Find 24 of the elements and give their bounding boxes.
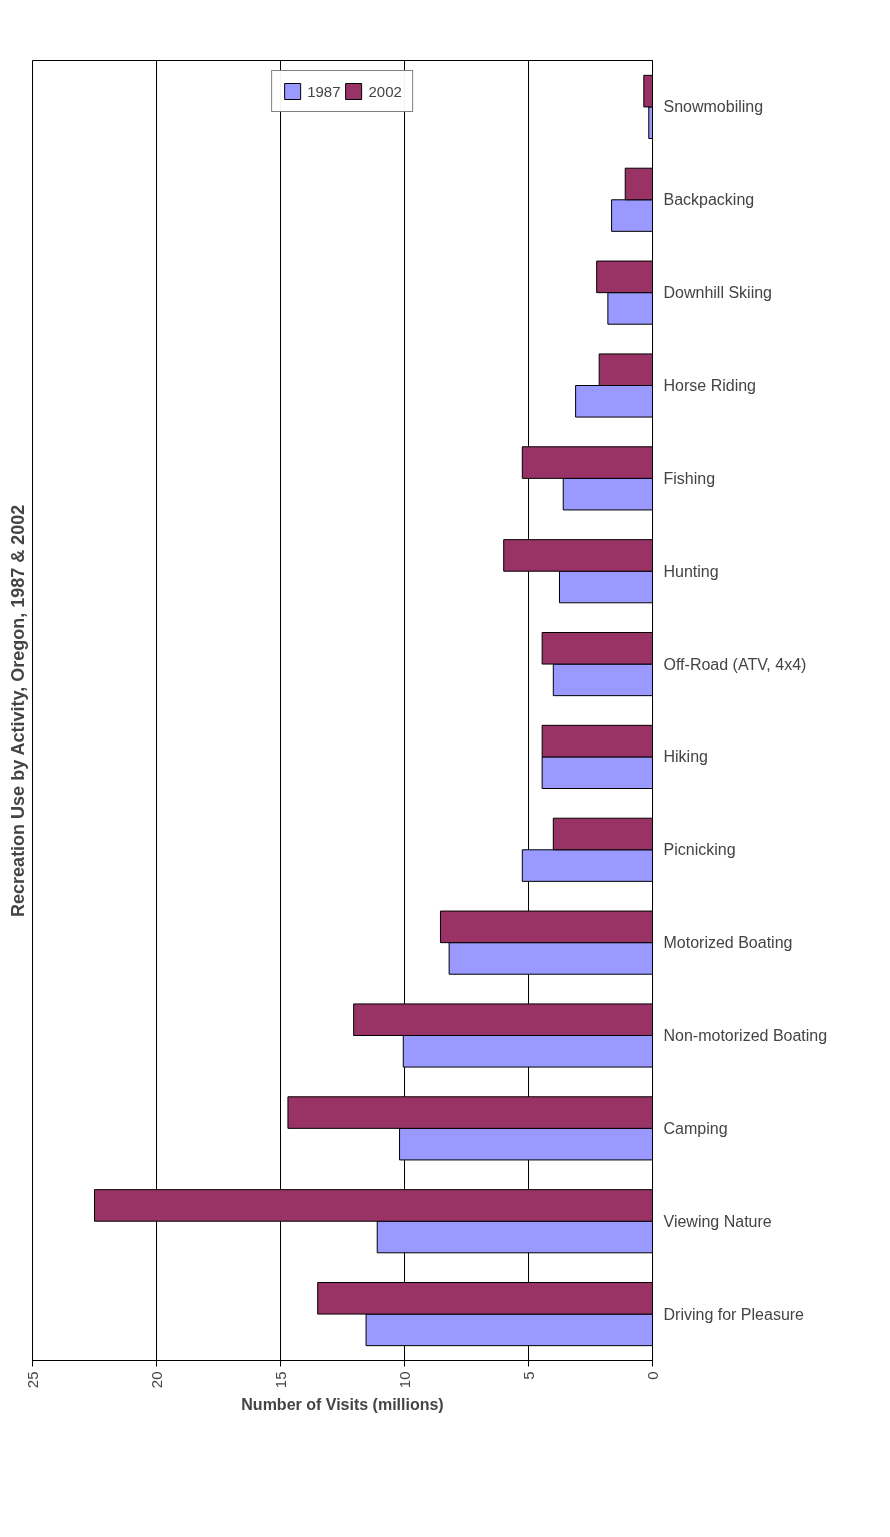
y-tick-label: Fishing xyxy=(663,469,716,487)
y-tick-label: Camping xyxy=(663,1119,728,1137)
y-tick-label: Off-Road (ATV, 4x4) xyxy=(663,655,807,673)
x-axis-title: Number of Visits (millions) xyxy=(241,1396,444,1414)
x-tick-label: 0 xyxy=(643,1371,661,1380)
y-tick-label: Driving for Pleasure xyxy=(663,1305,805,1323)
legend-label: 1987 xyxy=(307,82,341,100)
y-tick-label: Backpacking xyxy=(663,191,755,209)
x-tick-label: 20 xyxy=(147,1371,165,1389)
y-tick-label: Picnicking xyxy=(663,841,736,859)
y-tick-label: Motorized Boating xyxy=(663,934,793,952)
x-tick-label: 15 xyxy=(271,1371,289,1389)
x-tick-label: 25 xyxy=(23,1371,41,1389)
y-tick-label: Horse Riding xyxy=(663,377,756,394)
x-tick-label: 5 xyxy=(519,1371,537,1380)
y-tick-label: Downhill Skiing xyxy=(663,284,772,302)
y-tick-label: Snowmobiling xyxy=(663,98,764,116)
y-tick-label: Viewing Nature xyxy=(663,1212,772,1230)
y-tick-label: Non-motorized Boating xyxy=(663,1027,828,1044)
y-tick-label: Hunting xyxy=(663,562,719,580)
legend-label: 2002 xyxy=(368,82,402,100)
text: Recreation Use by Activity, Oregon, 1987 & 2002 xyxy=(7,504,28,917)
y-tick-label: Hiking xyxy=(663,748,708,766)
x-tick-label: 10 xyxy=(395,1371,413,1389)
